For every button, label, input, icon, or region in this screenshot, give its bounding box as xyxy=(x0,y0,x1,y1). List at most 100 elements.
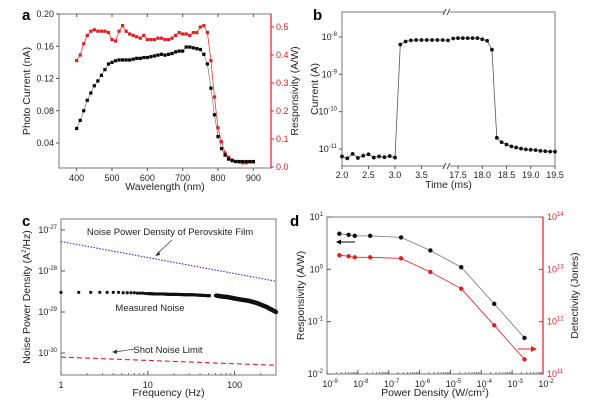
annotation-arrow-film xyxy=(156,239,173,255)
y-tick-label: 0.20 xyxy=(36,9,54,19)
x-tick-label: 19.0 xyxy=(522,170,540,180)
data-point-photo-current xyxy=(113,59,118,63)
y-right-tick-label: 0.0 xyxy=(276,162,289,172)
y-right-tick-label: 0.2 xyxy=(276,106,289,116)
data-point-responsivity xyxy=(368,233,373,239)
x-tick-label: 10-8 xyxy=(353,379,369,389)
data-point-current xyxy=(366,152,371,157)
data-point-detectivity xyxy=(522,357,527,362)
data-point-responsivity xyxy=(156,36,160,40)
data-point-current xyxy=(451,36,456,41)
y-right-tick-label: 1014 xyxy=(547,212,564,222)
data-point-responsivity xyxy=(124,29,128,33)
data-point-detectivity xyxy=(337,253,342,258)
data-point-current xyxy=(480,37,485,42)
data-point-current xyxy=(340,154,344,159)
data-point-photo-current xyxy=(205,62,209,66)
data-point-current xyxy=(393,155,397,160)
annotation-arrow-shot xyxy=(114,348,136,353)
y-tick-label: 10-29 xyxy=(38,307,57,317)
data-point-measured-noise xyxy=(116,290,121,294)
data-point-current xyxy=(470,36,475,41)
x-axis-label: Frequency (Hz) xyxy=(132,387,204,399)
annotation-film-noise: Noise Power Density of Perovskite Film xyxy=(87,227,253,238)
data-point-photo-current xyxy=(230,159,234,163)
data-point-responsivity xyxy=(223,151,227,155)
data-point-measured-noise xyxy=(273,309,279,315)
panel-d-frame xyxy=(326,216,544,375)
y-tick-label: 100 xyxy=(310,264,324,274)
panel-c-chart: 1 10 100 10-27 10-28 10-29 10-30 Frequency (Hz)… xyxy=(21,218,279,399)
data-point-photo-current xyxy=(138,56,142,60)
y-right-tick-label: 0.5 xyxy=(276,22,289,32)
data-point-photo-current xyxy=(89,91,93,95)
y-right-axis-label: Responsivity (A/W) xyxy=(289,46,301,135)
data-point-photo-current xyxy=(227,157,231,161)
y-axis-label: Current (A) xyxy=(309,63,321,115)
data-point-measured-noise xyxy=(207,294,212,298)
data-point-responsivity xyxy=(163,38,167,42)
data-point-measured-noise xyxy=(121,291,125,295)
y-tick-label: 10-8 xyxy=(322,32,338,42)
y-tick-label: 10-30 xyxy=(38,348,57,358)
data-point-photo-current xyxy=(149,55,153,59)
data-point-detectivity xyxy=(492,323,497,328)
panel-d-chart: 10-9 10-8 10-7 10-6 10-5 10-4 10-3 10-2 10-2 10-1… xyxy=(295,212,581,399)
x-tick-label: 500 xyxy=(104,173,119,183)
data-point-responsivity xyxy=(121,24,125,28)
x-tick-label: 2.5 xyxy=(362,170,375,180)
x-tick-label: 18.5 xyxy=(498,170,516,180)
data-point-photo-current xyxy=(223,153,227,157)
data-point-responsivity xyxy=(138,36,142,40)
data-point-photo-current xyxy=(202,52,206,56)
data-point-measured-noise xyxy=(132,291,136,295)
data-point-responsivity xyxy=(212,95,217,99)
x-tick-label: 3.0 xyxy=(389,170,402,180)
x-tick-label: 10-5 xyxy=(446,379,462,389)
data-point-responsivity xyxy=(152,38,156,42)
series-line-current xyxy=(341,39,449,159)
data-point-current xyxy=(494,135,499,140)
data-point-current xyxy=(414,38,419,42)
data-point-responsivity xyxy=(92,28,96,32)
data-point-photo-current xyxy=(159,52,164,56)
annotation-shot-noise: Shot Noise Limit xyxy=(133,345,203,356)
data-point-responsivity xyxy=(219,140,224,144)
x-axis-label: Power Density (W/cm2) xyxy=(381,387,489,399)
data-point-responsivity xyxy=(89,29,93,33)
data-point-current xyxy=(398,42,403,47)
x-tick-label: 400 xyxy=(69,173,84,183)
y-tick-label: 10-11 xyxy=(319,144,338,154)
data-point-responsivity xyxy=(184,32,188,36)
data-point-photo-current xyxy=(174,50,178,54)
arrowhead-icon xyxy=(112,349,117,354)
panel-b-frame xyxy=(341,11,556,167)
data-point-photo-current xyxy=(177,49,181,53)
y-tick-label: 0.16 xyxy=(36,41,54,51)
axis-break-mark xyxy=(442,162,447,170)
data-point-photo-current xyxy=(82,109,86,113)
data-point-responsivity xyxy=(459,265,464,270)
data-point-photo-current xyxy=(96,79,100,83)
data-point-detectivity xyxy=(346,254,351,259)
data-point-responsivity xyxy=(174,33,178,37)
y-tick-label: 10-10 xyxy=(318,107,337,117)
annotation-measured-noise: Measured Noise xyxy=(115,303,184,314)
data-point-responsivity xyxy=(522,335,527,341)
data-point-current xyxy=(528,147,533,152)
data-point-photo-current xyxy=(85,98,89,102)
data-point-photo-current xyxy=(131,57,135,61)
series-line-film-noise xyxy=(60,240,277,282)
series-line-photo-current xyxy=(76,46,254,162)
data-point-photo-current xyxy=(103,68,107,72)
data-point-photo-current xyxy=(156,53,160,57)
data-point-measured-noise xyxy=(77,290,81,294)
x-tick-label: 1 xyxy=(58,380,63,390)
data-point-photo-current xyxy=(75,126,79,131)
data-point-current xyxy=(460,36,465,41)
y-right-tick-label: 0.1 xyxy=(276,134,289,144)
data-point-responsivity xyxy=(142,33,146,37)
data-point-current xyxy=(419,38,424,42)
axis-break-gap xyxy=(444,163,450,169)
